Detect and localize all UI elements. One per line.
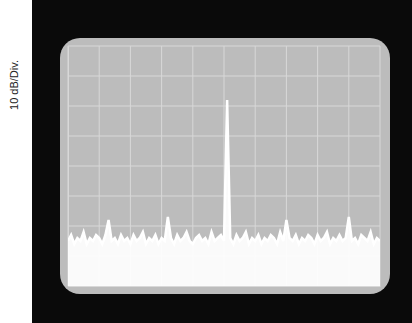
chart: 10 dB/Div. xyxy=(0,0,412,323)
axis-line xyxy=(69,286,381,287)
spectrum-trace xyxy=(68,100,380,244)
spectrum-area xyxy=(68,100,380,286)
screen xyxy=(60,38,390,294)
grid-line xyxy=(68,136,380,137)
grid-line xyxy=(68,46,380,47)
grid-line xyxy=(68,166,380,167)
grid-line xyxy=(68,106,380,107)
marks xyxy=(68,100,380,286)
grid-line xyxy=(68,76,380,77)
grid xyxy=(68,46,380,286)
y-axis-title: 10 dB/Div. xyxy=(8,60,20,110)
photo-frame xyxy=(32,0,412,323)
